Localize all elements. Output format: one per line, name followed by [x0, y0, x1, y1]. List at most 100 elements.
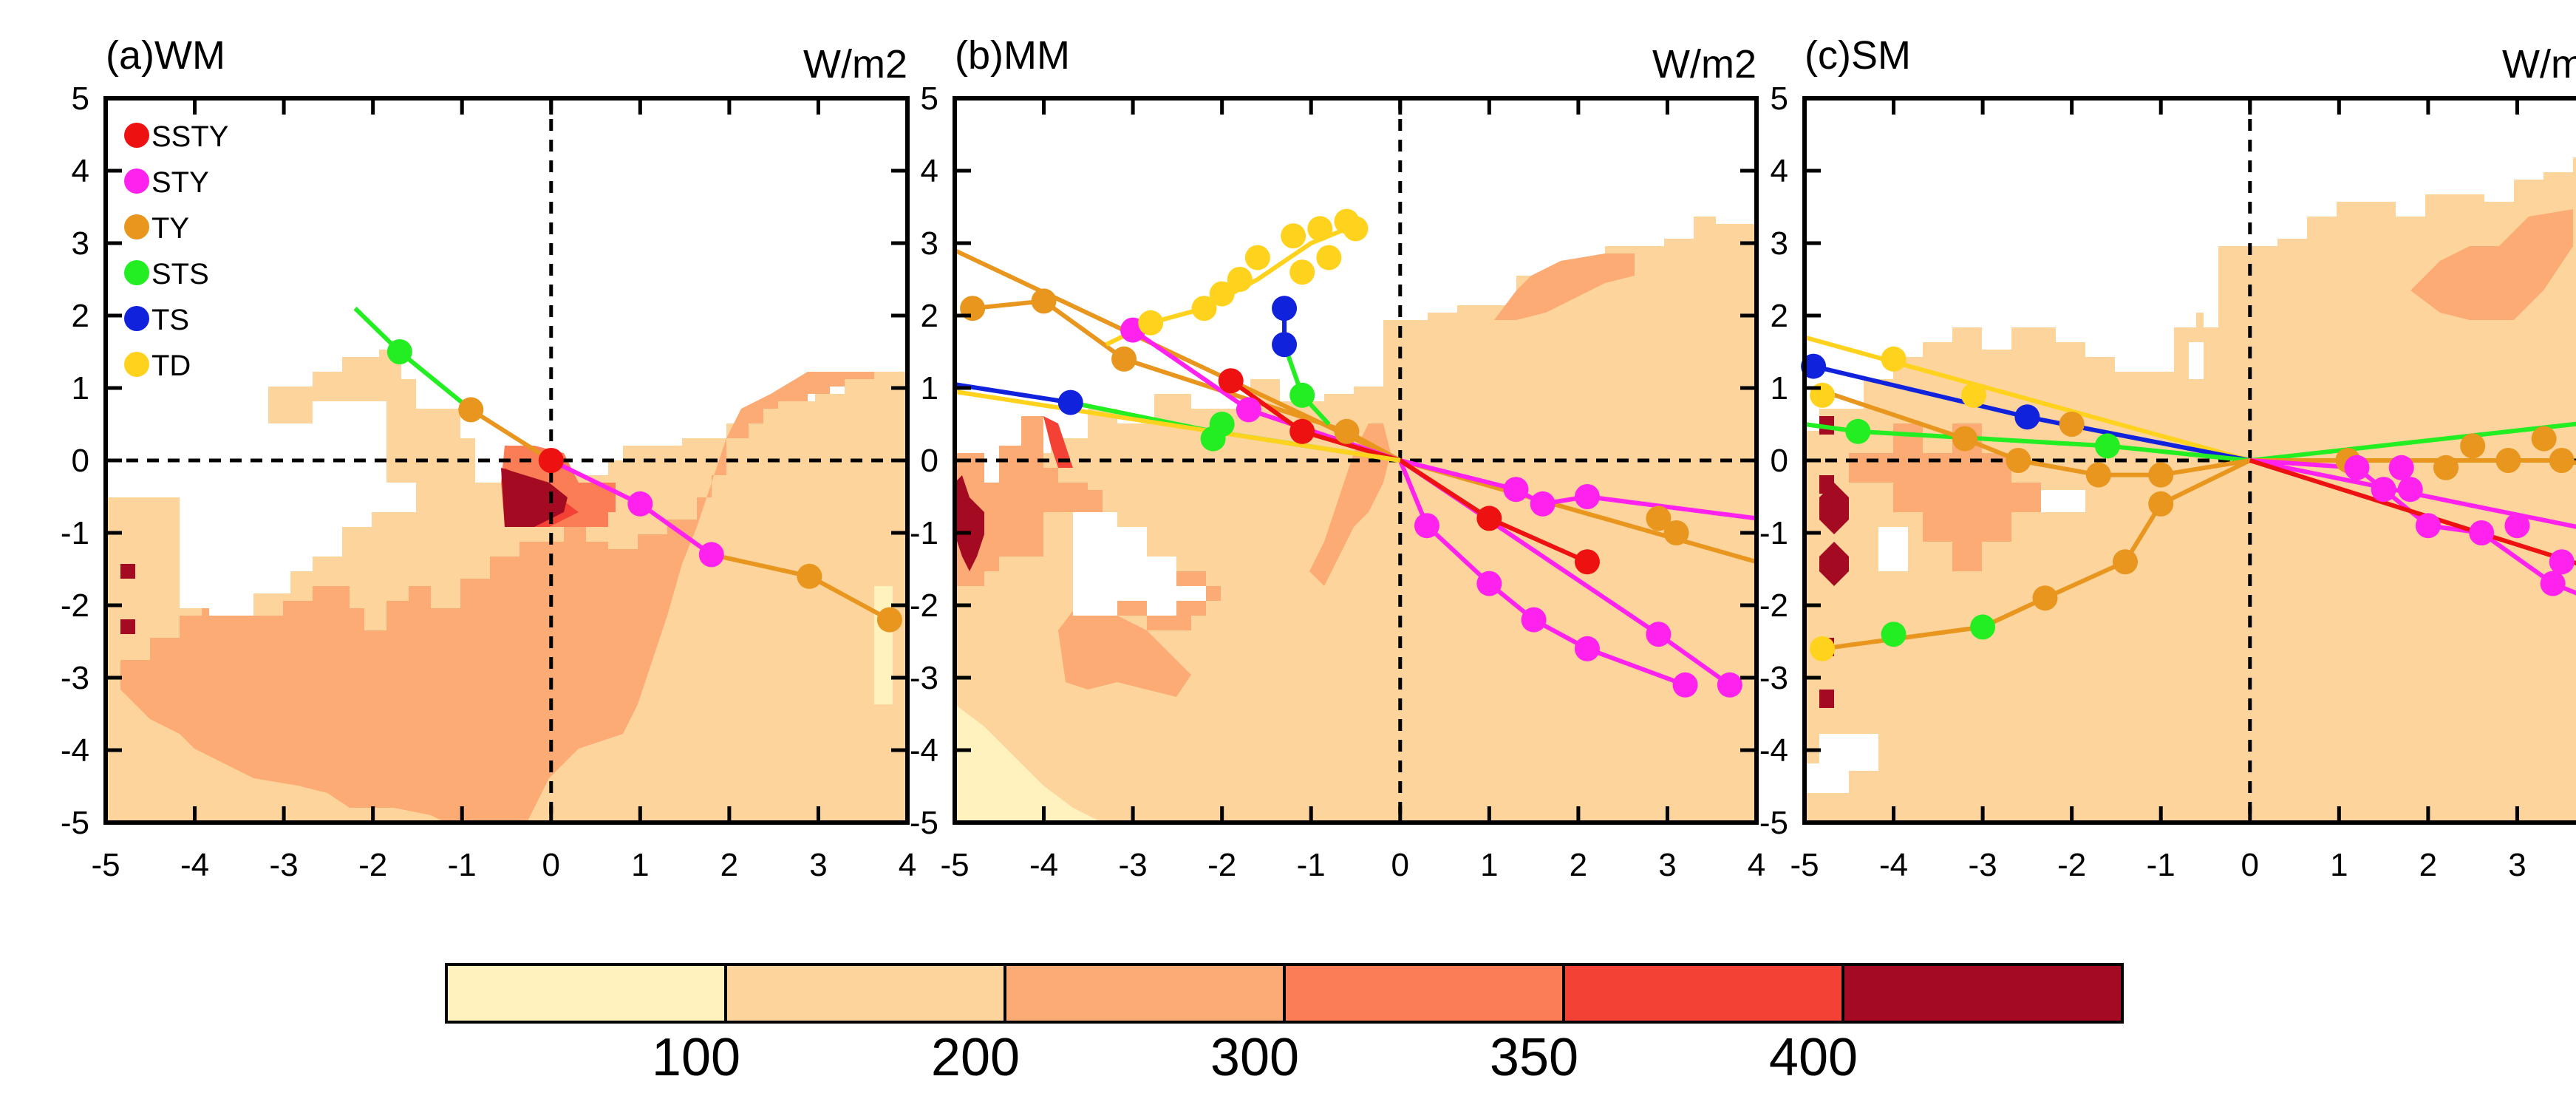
y-tick-label: 1: [921, 370, 938, 406]
colorbar-segment: [1841, 963, 2124, 1024]
data-point-ts: [2014, 404, 2040, 430]
data-point-ty: [797, 563, 822, 589]
data-point-ty: [2032, 585, 2058, 611]
shade-200-300: [1058, 601, 1191, 697]
data-point-td: [1191, 296, 1217, 321]
y-tick-label: -2: [1759, 588, 1788, 624]
data-point-td: [1209, 281, 1235, 307]
series-line-td: [954, 389, 1401, 463]
data-point-ty: [458, 397, 484, 423]
x-tick-label: 0: [1391, 847, 1409, 883]
y-tick-label: 2: [1771, 298, 1788, 334]
colorbar-segment: [1283, 963, 1565, 1024]
x-tick-label: -5: [91, 847, 120, 883]
data-point-ty: [2148, 462, 2174, 488]
data-point-td: [1316, 245, 1342, 270]
shading-mm: [955, 217, 1756, 823]
data-point-ty: [2148, 491, 2174, 517]
y-tick-label: 2: [921, 298, 938, 334]
x-tick-label: 4: [1748, 847, 1765, 883]
data-point-sty: [2397, 477, 2423, 503]
x-tick-label: -1: [448, 847, 477, 883]
x-tick-label: -2: [1207, 847, 1236, 883]
data-point-ty: [2433, 455, 2459, 480]
data-point-ty: [2531, 426, 2557, 452]
data-point-ssty: [1218, 368, 1244, 394]
data-point-ty: [2006, 448, 2031, 473]
shade-blank: [1878, 527, 1908, 571]
y-tick-label: -1: [910, 515, 938, 551]
data-point-sty: [2371, 477, 2396, 503]
colorbar-segment: [445, 963, 727, 1024]
data-point-sty: [1503, 477, 1529, 503]
y-tick-label: -1: [61, 515, 89, 551]
data-point-sty: [1574, 484, 1600, 509]
colorbar-tick-label: 300: [1210, 1028, 1299, 1087]
y-tick-label: -4: [61, 732, 89, 769]
data-point-ty: [2495, 448, 2521, 473]
shade-box: [1819, 475, 1834, 494]
y-tick-label: 5: [921, 81, 938, 117]
shade-200-300: [2410, 209, 2573, 320]
x-tick-label: 2: [720, 847, 738, 883]
x-tick-label: -2: [358, 847, 387, 883]
data-point-sts: [1881, 622, 1907, 647]
y-tick-label: -5: [61, 805, 89, 841]
panel-mm: -5 -4 -3 -2 -1 0 1 2 3 4 -5 -4 -3 -2 -1 0 1 2 3 4 5 (b)MM W/m2: [910, 33, 1765, 883]
data-point-sts: [1845, 418, 1871, 444]
y-tick-label: -3: [910, 660, 938, 696]
data-point-ssty: [1476, 506, 1502, 531]
colorbar: 100 200 300 350 400: [445, 963, 2124, 1087]
legend-marker-sty: [124, 169, 149, 194]
y-tick-label: 1: [72, 370, 89, 406]
series-line-sty: [2249, 458, 2576, 529]
y-tick-label: 3: [1771, 225, 1788, 262]
y-tick-label: 0: [72, 443, 89, 479]
x-tick-label: 2: [1570, 847, 1587, 883]
y-tick-label: -5: [1759, 805, 1788, 841]
data-point-ts: [1272, 296, 1298, 321]
x-tick-label: -3: [1119, 847, 1148, 883]
x-tick-label: -1: [2147, 847, 2175, 883]
data-point-sty: [1672, 672, 1698, 698]
shade-box: [120, 619, 135, 634]
x-tick-label: 2: [2419, 847, 2437, 883]
data-point-sts: [1209, 412, 1235, 437]
y-tick-label: 4: [72, 153, 89, 189]
x-tick-label: -5: [1790, 847, 1819, 883]
y-tick-label: -3: [1759, 660, 1788, 696]
data-point-sty: [2504, 513, 2530, 539]
data-point-ty: [2059, 412, 2085, 437]
shade-200-300: [1494, 253, 1635, 320]
y-tick-label: -2: [61, 588, 89, 624]
data-point-sty: [698, 542, 724, 568]
y-tick-label: 5: [1771, 81, 1788, 117]
panel-title: (c)SM: [1805, 33, 1911, 78]
shade-400-plus: [955, 475, 984, 571]
y-tick-label: 0: [1771, 443, 1788, 479]
colorbar-tick-label: 400: [1769, 1028, 1858, 1087]
data-point-ssty: [1289, 418, 1315, 444]
data-point-sty: [1530, 491, 1556, 517]
data-point-ts: [1057, 389, 1083, 415]
y-tick-label: 2: [72, 298, 89, 334]
colorbar-tick-label: 100: [652, 1028, 740, 1087]
colorbar-segment: [1562, 963, 1844, 1024]
colorbar-segment: [724, 963, 1006, 1024]
x-tick-label: -4: [1879, 847, 1908, 883]
data-point-td: [1227, 267, 1253, 292]
y-tick-label: -5: [910, 805, 938, 841]
data-point-sty: [2344, 455, 2370, 480]
legend-label: TD: [151, 350, 191, 382]
series-line-ssty: [1229, 378, 1589, 564]
x-tick-label: 3: [809, 847, 827, 883]
data-point-td: [1881, 346, 1907, 372]
x-tick-label: -2: [2057, 847, 2086, 883]
x-tick-label: 1: [2330, 847, 2348, 883]
data-point-sts: [1970, 614, 1996, 640]
shade-350-400: [1043, 416, 1073, 468]
data-point-sty: [1574, 636, 1600, 661]
legend-label: STS: [151, 258, 209, 290]
